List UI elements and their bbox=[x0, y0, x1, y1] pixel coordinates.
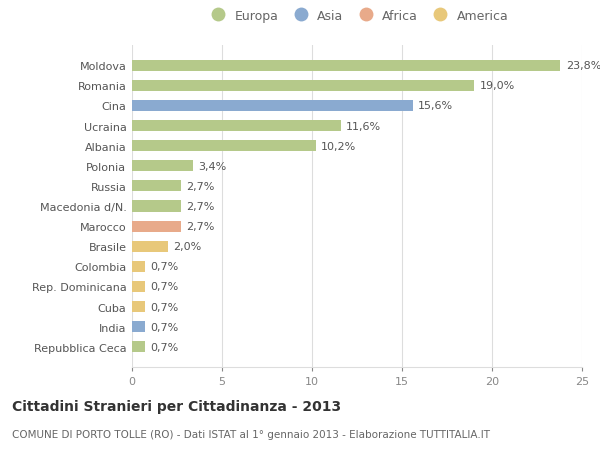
Text: 2,7%: 2,7% bbox=[186, 181, 214, 191]
Bar bbox=[132, 181, 181, 192]
Bar bbox=[132, 261, 145, 272]
Bar bbox=[132, 101, 413, 112]
Text: 0,7%: 0,7% bbox=[150, 282, 178, 292]
Text: 0,7%: 0,7% bbox=[150, 322, 178, 332]
Text: 0,7%: 0,7% bbox=[150, 302, 178, 312]
Text: 2,7%: 2,7% bbox=[186, 222, 214, 232]
Text: 0,7%: 0,7% bbox=[150, 262, 178, 272]
Bar bbox=[132, 281, 145, 292]
Text: 2,0%: 2,0% bbox=[173, 242, 202, 252]
Bar bbox=[132, 341, 145, 353]
Text: 10,2%: 10,2% bbox=[321, 141, 356, 151]
Text: Cittadini Stranieri per Cittadinanza - 2013: Cittadini Stranieri per Cittadinanza - 2… bbox=[12, 399, 341, 413]
Bar bbox=[132, 61, 560, 72]
Bar bbox=[132, 241, 168, 252]
Legend: Europa, Asia, Africa, America: Europa, Asia, Africa, America bbox=[203, 7, 511, 25]
Text: 19,0%: 19,0% bbox=[479, 81, 515, 91]
Bar bbox=[132, 221, 181, 232]
Bar bbox=[132, 121, 341, 132]
Bar bbox=[132, 321, 145, 332]
Text: COMUNE DI PORTO TOLLE (RO) - Dati ISTAT al 1° gennaio 2013 - Elaborazione TUTTIT: COMUNE DI PORTO TOLLE (RO) - Dati ISTAT … bbox=[12, 429, 490, 439]
Text: 2,7%: 2,7% bbox=[186, 202, 214, 212]
Text: 0,7%: 0,7% bbox=[150, 342, 178, 352]
Bar bbox=[132, 201, 181, 212]
Text: 23,8%: 23,8% bbox=[566, 61, 600, 71]
Bar bbox=[132, 141, 316, 152]
Text: 11,6%: 11,6% bbox=[346, 121, 382, 131]
Text: 3,4%: 3,4% bbox=[199, 162, 227, 171]
Bar bbox=[132, 161, 193, 172]
Bar bbox=[132, 302, 145, 313]
Text: 15,6%: 15,6% bbox=[418, 101, 454, 111]
Bar bbox=[132, 81, 474, 92]
